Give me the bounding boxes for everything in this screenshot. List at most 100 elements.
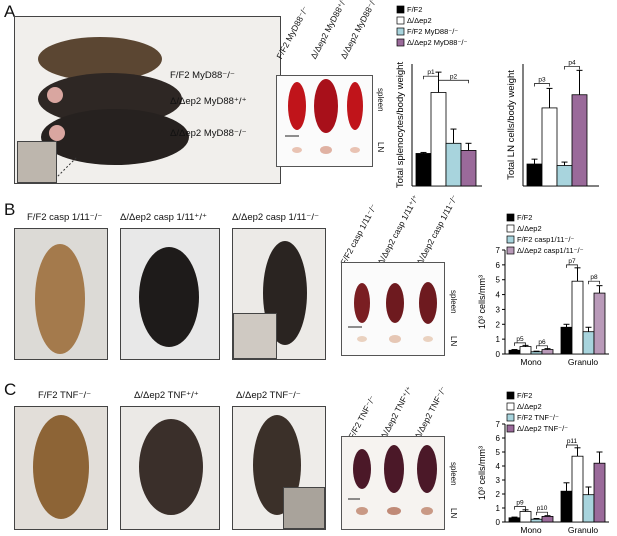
bar-value-3 (460, 150, 477, 187)
legend-entry-2: F/F2 MyD88⁻/⁻ (407, 27, 458, 36)
legend-entry-2: F/F2 casp1/11⁻/⁻ (517, 235, 574, 244)
p-value-label-2: p7 (568, 258, 576, 265)
bar-value-1 (541, 107, 558, 187)
mouse-photo-c-2 (120, 406, 220, 530)
mouse-label-c-2: Δ/Δep2 TNF⁺/⁺ (134, 390, 199, 401)
y-axis-label: 10³ cells/mm³ (477, 446, 487, 500)
bar-granulo-3 (593, 292, 606, 355)
chart-c-blood-cells: 0 1 2 3 4 5 6 7 10³ cells/mm³ Mono Granulo F/F2 Δ/Δe… (477, 391, 609, 535)
bar-granulo-0 (560, 326, 573, 355)
legend-swatch-1 (396, 16, 405, 25)
p-value-label-0: p3 (538, 77, 546, 84)
y-tick-label-5: 5 (496, 276, 501, 285)
p-value-label-0: p5 (516, 336, 524, 343)
bar-mono-0 (508, 349, 521, 355)
organ-photo-c (341, 436, 445, 530)
bar-value-2 (556, 165, 573, 187)
bar-granulo-3 (593, 462, 606, 523)
organ-col-c-3: Δ/Δep2 TNF⁻/⁻ (412, 384, 449, 441)
y-tick-label-1: 1 (496, 335, 501, 344)
significance-bracket (438, 79, 469, 84)
mouse-label-b-3: Δ/Δep2 casp 1/11⁻/⁻ (232, 212, 319, 223)
p-value-label-1: p6 (538, 339, 546, 346)
y-tick-label-2: 2 (496, 490, 501, 499)
organ-photo-a (276, 75, 373, 167)
y-axis-label: Total splenocytes/body weight (395, 62, 406, 189)
legend-entry-3: Δ/Δep2 casp1/11⁻/⁻ (517, 246, 584, 255)
legend-swatch-2 (506, 235, 515, 244)
significance-bracket (423, 75, 439, 80)
legend-swatch-3 (396, 38, 405, 47)
bar-mono-3 (541, 515, 554, 523)
category-label-1: Granulo (568, 525, 599, 535)
y-tick-label-4: 4 (496, 462, 501, 471)
mouse-label-b-1: F/F2 casp 1/11⁻/⁻ (27, 212, 103, 223)
significance-bracket (514, 342, 526, 346)
bar-mono-2 (530, 351, 543, 355)
mouse-label-c-1: F/F2 TNF⁻/⁻ (38, 390, 92, 401)
y-tick-label-0: 0 (496, 350, 501, 359)
organ-col-b-1: F/F2 casp 1/11⁻/⁻ (338, 202, 379, 267)
organ-col-c-2: Δ/Δep2 TNF⁺/⁺ (378, 384, 415, 441)
y-tick-label-0: 0 (496, 518, 501, 527)
bar-mono-2 (530, 518, 543, 523)
inset-photo-c (283, 487, 325, 529)
bar-granulo-0 (560, 490, 573, 523)
legend-entry-1: Δ/Δep2 (517, 402, 542, 411)
legend-entry-0: F/F2 (517, 391, 532, 400)
mouse-label-a-2: Δ/Δep2 MyD88⁺/⁺ (170, 96, 247, 107)
chart-b-blood-cells: 0 1 2 3 4 5 6 7 10³ cells/mm³ Mono Granulo F/F2 Δ/Δe… (477, 213, 609, 367)
organ-col-b-3: Δ/Δep2 casp 1/11⁻/⁻ (414, 193, 460, 267)
p-value-label-0: p9 (516, 500, 524, 507)
y-tick-label-6: 6 (496, 261, 501, 270)
y-tick-label-3: 3 (496, 305, 501, 314)
organ-col-b-2: Δ/Δep2 casp 1/11⁺/⁺ (375, 193, 421, 267)
bar-granulo-2 (582, 331, 595, 355)
p-value-label-2: p11 (567, 438, 578, 445)
legend-entry-0: F/F2 (517, 213, 532, 222)
bar-value-3 (571, 94, 588, 187)
significance-bracket (588, 280, 600, 285)
mouse-photo-c-1 (14, 406, 108, 530)
legend-swatch-1 (506, 224, 515, 233)
significance-bracket (536, 345, 548, 349)
y-axis-label: Total LN cells/body weight (506, 70, 517, 180)
organ-row-c-ln: LN (449, 508, 458, 519)
y-tick-label-4: 4 (496, 291, 501, 300)
significance-bracket (566, 444, 578, 448)
y-tick-label-6: 6 (496, 434, 501, 443)
bar-mono-1 (519, 511, 532, 523)
chart-a-ln-cells: Total LN cells/body weight p3 p4 (506, 59, 599, 187)
organ-row-c-spleen: spleen (449, 462, 458, 486)
significance-bracket (514, 506, 526, 510)
mouse-photo-b-1 (14, 228, 108, 360)
legend-entry-3: Δ/Δep2 TNF⁻/⁻ (517, 424, 568, 433)
mice-photo-a (14, 16, 281, 184)
legend-swatch-0 (506, 213, 515, 222)
organ-row-a-spleen: spleen (376, 88, 385, 112)
bar-mono-3 (541, 349, 554, 355)
p-value-label-1: p4 (568, 59, 576, 66)
panel-letter-b: B (4, 200, 16, 219)
legend-swatch-2 (396, 27, 405, 36)
legend-swatch-3 (506, 246, 515, 255)
legend-entry-1: Δ/Δep2 (407, 16, 432, 25)
bar-granulo-1 (571, 280, 584, 355)
legend-swatch-2 (506, 413, 515, 422)
bar-value-2 (445, 142, 462, 187)
bar-mono-0 (508, 517, 521, 523)
legend-entry-0: F/F2 (407, 5, 422, 14)
legend-entry-1: Δ/Δep2 (517, 224, 542, 233)
bar-mono-1 (519, 346, 532, 355)
mouse-label-c-3: Δ/Δep2 TNF⁻/⁻ (236, 390, 301, 401)
legend-entry-2: F/F2 TNF⁻/⁻ (517, 413, 559, 422)
panel-letter-a: A (4, 2, 16, 21)
y-tick-label-7: 7 (496, 420, 501, 429)
panel-letter-c: C (4, 380, 17, 399)
organ-photo-b (341, 262, 445, 356)
mice-illustration-a (38, 37, 189, 180)
legend-swatch-1 (506, 402, 515, 411)
y-tick-label-1: 1 (496, 504, 501, 513)
y-tick-label-2: 2 (496, 320, 501, 329)
bar-value-1 (430, 92, 447, 187)
